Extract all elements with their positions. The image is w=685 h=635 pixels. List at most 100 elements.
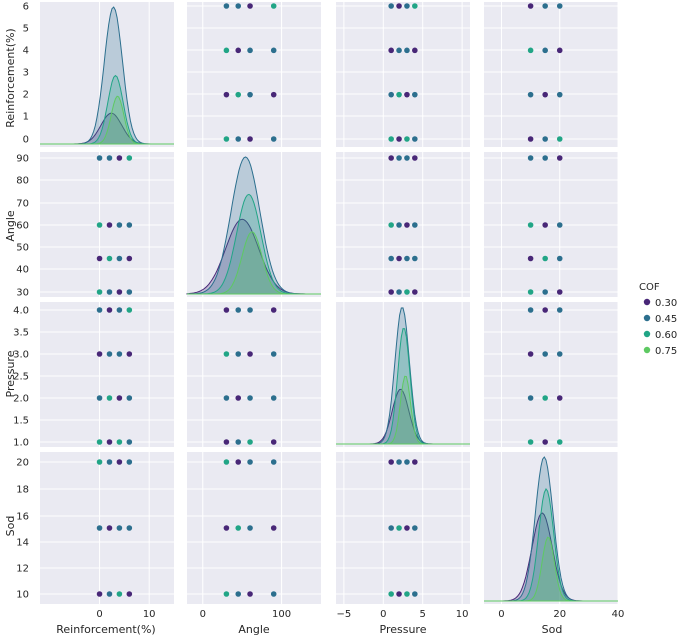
scatter-point (223, 439, 230, 445)
scatter-point (116, 525, 123, 531)
scatter-point (247, 91, 253, 98)
scatter-point (116, 255, 123, 262)
scatter-point (404, 591, 410, 597)
ytick-label: 6 (23, 2, 29, 13)
panel-bg (484, 302, 618, 447)
ytick-label: 80 (16, 176, 29, 187)
scatter-point (404, 3, 410, 9)
scatter-point (542, 3, 548, 9)
ytick-label: 40 (16, 265, 29, 276)
scatter-point (270, 351, 277, 357)
scatter-point (396, 47, 402, 54)
scatter-point (223, 47, 230, 54)
scatter-point (388, 222, 394, 228)
scatter-point (247, 459, 253, 465)
scatter-point (396, 289, 402, 295)
legend: COF 0.30 0.45 0.60 0.75 (639, 282, 677, 357)
scatter-point (235, 459, 242, 465)
scatter-point (412, 255, 418, 262)
scatter-point (106, 155, 113, 161)
ytick-label: 12 (16, 564, 29, 575)
scatter-point (96, 289, 103, 295)
scatter-point (247, 351, 253, 357)
scatter-point (396, 3, 402, 9)
ytick-label: 3 (23, 68, 29, 79)
scatter-point (96, 525, 103, 531)
legend-label-3: 0.75 (655, 346, 677, 357)
scatter-point (106, 439, 113, 445)
scatter-point (527, 136, 534, 142)
scatter-point (404, 459, 410, 465)
scatter-point (542, 289, 548, 295)
scatter-point (388, 136, 394, 142)
xlabel-col-3: Sod (542, 623, 563, 635)
ytick-label: 14 (16, 538, 29, 549)
scatter-point (270, 307, 277, 313)
panel-bg (336, 302, 470, 447)
panel-1-0 (40, 152, 174, 297)
panel-2-2 (336, 302, 470, 447)
scatter-point (126, 289, 133, 295)
scatter-point (527, 155, 534, 161)
scatter-point (116, 289, 123, 295)
ytick-label: 3.0 (13, 350, 29, 361)
ytick-label: 30 (16, 288, 29, 299)
scatter-point (412, 222, 418, 228)
scatter-point (556, 395, 563, 401)
scatter-point (106, 591, 113, 597)
scatter-point (126, 459, 133, 465)
scatter-point (527, 47, 534, 54)
scatter-point (404, 289, 410, 295)
scatter-point (412, 3, 418, 9)
ytick-label: 16 (16, 512, 29, 523)
scatter-point (126, 155, 133, 161)
scatter-point (96, 155, 103, 161)
scatter-point (542, 395, 548, 401)
legend-label-0: 0.30 (655, 298, 677, 309)
scatter-point (556, 439, 563, 445)
xtick-label: 10 (143, 609, 156, 620)
xtick-label: 100 (272, 609, 291, 620)
scatter-point (106, 289, 113, 295)
xtick-label: 0 (380, 609, 386, 620)
scatter-point (270, 439, 277, 445)
panel-bg (484, 452, 618, 604)
scatter-point (556, 136, 563, 142)
xtick-label: 0 (96, 609, 102, 620)
scatter-point (126, 307, 133, 313)
scatter-point (223, 136, 230, 142)
panel-2-3 (484, 302, 619, 447)
scatter-point (412, 289, 418, 295)
ylabel-row-0: Reinforcement(%) (4, 28, 17, 127)
kde-curve (336, 375, 470, 445)
scatter-point (527, 351, 534, 357)
scatter-point (556, 91, 563, 98)
scatter-point (527, 3, 534, 9)
scatter-point (396, 255, 402, 262)
legend-marker-1 (643, 314, 651, 322)
scatter-point (388, 3, 394, 9)
scatter-point (396, 525, 402, 531)
panel-1-3 (484, 152, 619, 297)
ytick-label: 90 (16, 154, 29, 165)
legend-label-1: 0.45 (655, 314, 677, 325)
xtick-label: 10 (456, 609, 469, 620)
scatter-point (235, 91, 242, 98)
xtick-label: 0 (498, 609, 504, 620)
ytick-label: 1.0 (13, 438, 29, 449)
ytick-label: 4 (23, 46, 29, 57)
panel-bg (187, 2, 321, 147)
scatter-point (556, 3, 563, 9)
scatter-point (542, 222, 548, 228)
ytick-label: 50 (16, 243, 29, 254)
scatter-point (412, 591, 418, 597)
scatter-point (396, 222, 402, 228)
scatter-point (396, 591, 402, 597)
scatter-point (235, 136, 242, 142)
scatter-point (223, 459, 230, 465)
scatter-point (404, 136, 410, 142)
scatter-point (388, 591, 394, 597)
scatter-point (126, 351, 133, 357)
scatter-point (527, 439, 534, 445)
scatter-point (223, 3, 230, 9)
